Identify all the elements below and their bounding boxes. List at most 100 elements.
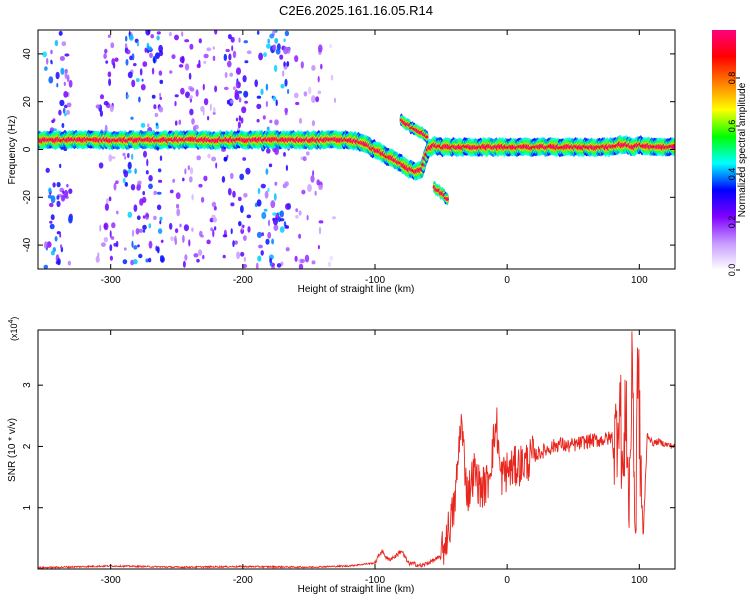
noise-speckle (104, 48, 108, 54)
noise-speckle (257, 187, 261, 195)
noise-speckle (332, 216, 336, 220)
noise-speckle (156, 31, 161, 35)
noise-speckle (202, 254, 205, 260)
noise-speckle (317, 245, 320, 250)
noise-speckle (238, 221, 242, 227)
noise-speckle (302, 156, 307, 162)
noise-speckle (263, 208, 268, 212)
noise-speckle (140, 84, 146, 91)
noise-speckle (100, 242, 106, 248)
colorbar-tick-label: 0.6 (727, 120, 737, 133)
noise-speckle (191, 227, 194, 232)
noise-speckle (244, 100, 249, 104)
colorbar-tick-label: 0.0 (727, 264, 737, 277)
noise-speckle (175, 192, 181, 200)
noise-speckle (235, 117, 239, 122)
noise-speckle (139, 68, 143, 76)
noise-speckle (148, 257, 152, 263)
noise-speckle (203, 98, 209, 106)
noise-speckle (279, 54, 284, 60)
colorbar-label: Normalized spectral amplitude (737, 82, 748, 217)
noise-speckle (50, 195, 56, 204)
noise-speckle (109, 105, 114, 113)
noise-speckle (206, 47, 212, 52)
noise-speckle (66, 102, 72, 108)
noise-speckle (109, 230, 112, 238)
noise-speckle (191, 118, 195, 125)
noise-speckle (142, 196, 147, 203)
noise-speckle (114, 57, 119, 62)
noise-speckle (103, 222, 109, 231)
x-tick-label: -300 (101, 275, 121, 286)
noise-speckle (123, 247, 127, 251)
noise-speckle (169, 70, 173, 74)
noise-speckle (136, 41, 140, 47)
noise-speckle (211, 201, 217, 208)
noise-speckle (304, 254, 310, 263)
noise-speckle (273, 64, 278, 72)
noise-speckle (310, 175, 315, 183)
noise-speckle (67, 260, 72, 266)
noise-speckle (148, 183, 153, 190)
spectrogram-y-label: Frequency (Hz) (7, 116, 18, 185)
noise-speckle (182, 260, 186, 268)
noise-speckle (240, 117, 244, 124)
noise-speckle (169, 222, 173, 230)
noise-speckle (232, 190, 236, 198)
noise-speckle (154, 112, 159, 118)
noise-speckle (60, 194, 66, 202)
noise-speckle (153, 104, 157, 110)
noise-speckle (159, 216, 163, 221)
noise-speckle (330, 74, 334, 81)
noise-speckle (203, 175, 208, 182)
noise-speckle (270, 200, 276, 209)
noise-speckle (64, 71, 68, 79)
noise-speckle (174, 34, 179, 41)
noise-speckle (237, 196, 242, 202)
noise-speckle (256, 118, 260, 123)
noise-speckle (285, 247, 290, 252)
noise-speckle (230, 36, 235, 43)
noise-speckle (172, 178, 176, 183)
noise-speckle (159, 96, 162, 100)
noise-speckle (230, 172, 234, 180)
noise-speckle (298, 233, 302, 239)
noise-speckle (54, 236, 58, 242)
noise-speckle (203, 53, 209, 59)
noise-speckle (242, 75, 247, 83)
noise-speckle (266, 148, 271, 154)
noise-speckle (184, 254, 188, 261)
noise-speckle (227, 188, 232, 196)
noise-speckle (279, 218, 285, 222)
noise-speckle (223, 53, 227, 62)
noise-speckle (50, 49, 53, 55)
noise-speckle (286, 61, 290, 67)
noise-speckle (267, 38, 270, 44)
noise-speckle (212, 55, 216, 62)
x-tick-label: 100 (631, 575, 648, 586)
noise-speckle (272, 44, 277, 51)
noise-speckle (213, 107, 216, 113)
noise-speckle (232, 50, 237, 59)
noise-speckle (156, 35, 160, 41)
noise-speckle (284, 181, 289, 187)
noise-speckle (64, 104, 68, 109)
noise-speckle (122, 177, 126, 184)
noise-speckle (195, 89, 199, 97)
noise-speckle (104, 124, 108, 133)
noise-speckle (182, 234, 185, 243)
noise-speckle (174, 94, 179, 98)
noise-speckle (125, 59, 129, 66)
noise-speckle (153, 57, 156, 64)
noise-speckle (136, 182, 141, 190)
noise-speckle (276, 263, 282, 268)
noise-speckle (189, 167, 194, 175)
noise-speckle (243, 40, 248, 44)
noise-speckle (147, 123, 150, 128)
noise-speckle (159, 92, 162, 98)
noise-speckle (265, 83, 269, 91)
snr-panel: -300 -200 -100 0 100 1 2 3 Height of straight l… (7, 317, 676, 595)
noise-speckle (183, 224, 189, 232)
noise-speckle (180, 87, 185, 95)
noise-speckle (44, 66, 48, 71)
